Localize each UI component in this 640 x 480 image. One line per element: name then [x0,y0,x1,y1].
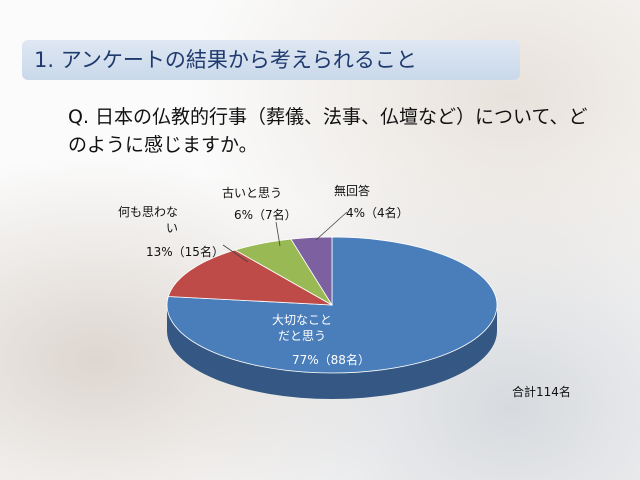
value-label: 13%（15名） [146,245,224,259]
leader-line [275,221,281,247]
chart-title: Q. 日本の仏教的行事（葬儀、法事、仏壇など）について、どのように感じますか。 [68,106,588,156]
slice-label: 大切なこと だと思う [272,313,333,343]
pie-slice-side [167,305,497,399]
value-label: 77%（88名） [292,353,370,367]
slice-label: 無回答 [334,184,371,198]
pie-slice [167,249,333,306]
slice-label: 古いと思う [222,186,283,200]
pie-slice [290,236,333,307]
pie-slice [166,236,498,374]
slide-title: 1. アンケートの結果から考えられること [22,40,520,80]
slice-label: 何も思わな い [118,205,179,235]
leader-line [315,211,348,241]
value-label: 6%（7名） [234,208,297,222]
value-label: 4%（4名） [346,206,409,220]
annotation: 合計114名 [512,385,571,399]
leader-line [222,244,249,263]
